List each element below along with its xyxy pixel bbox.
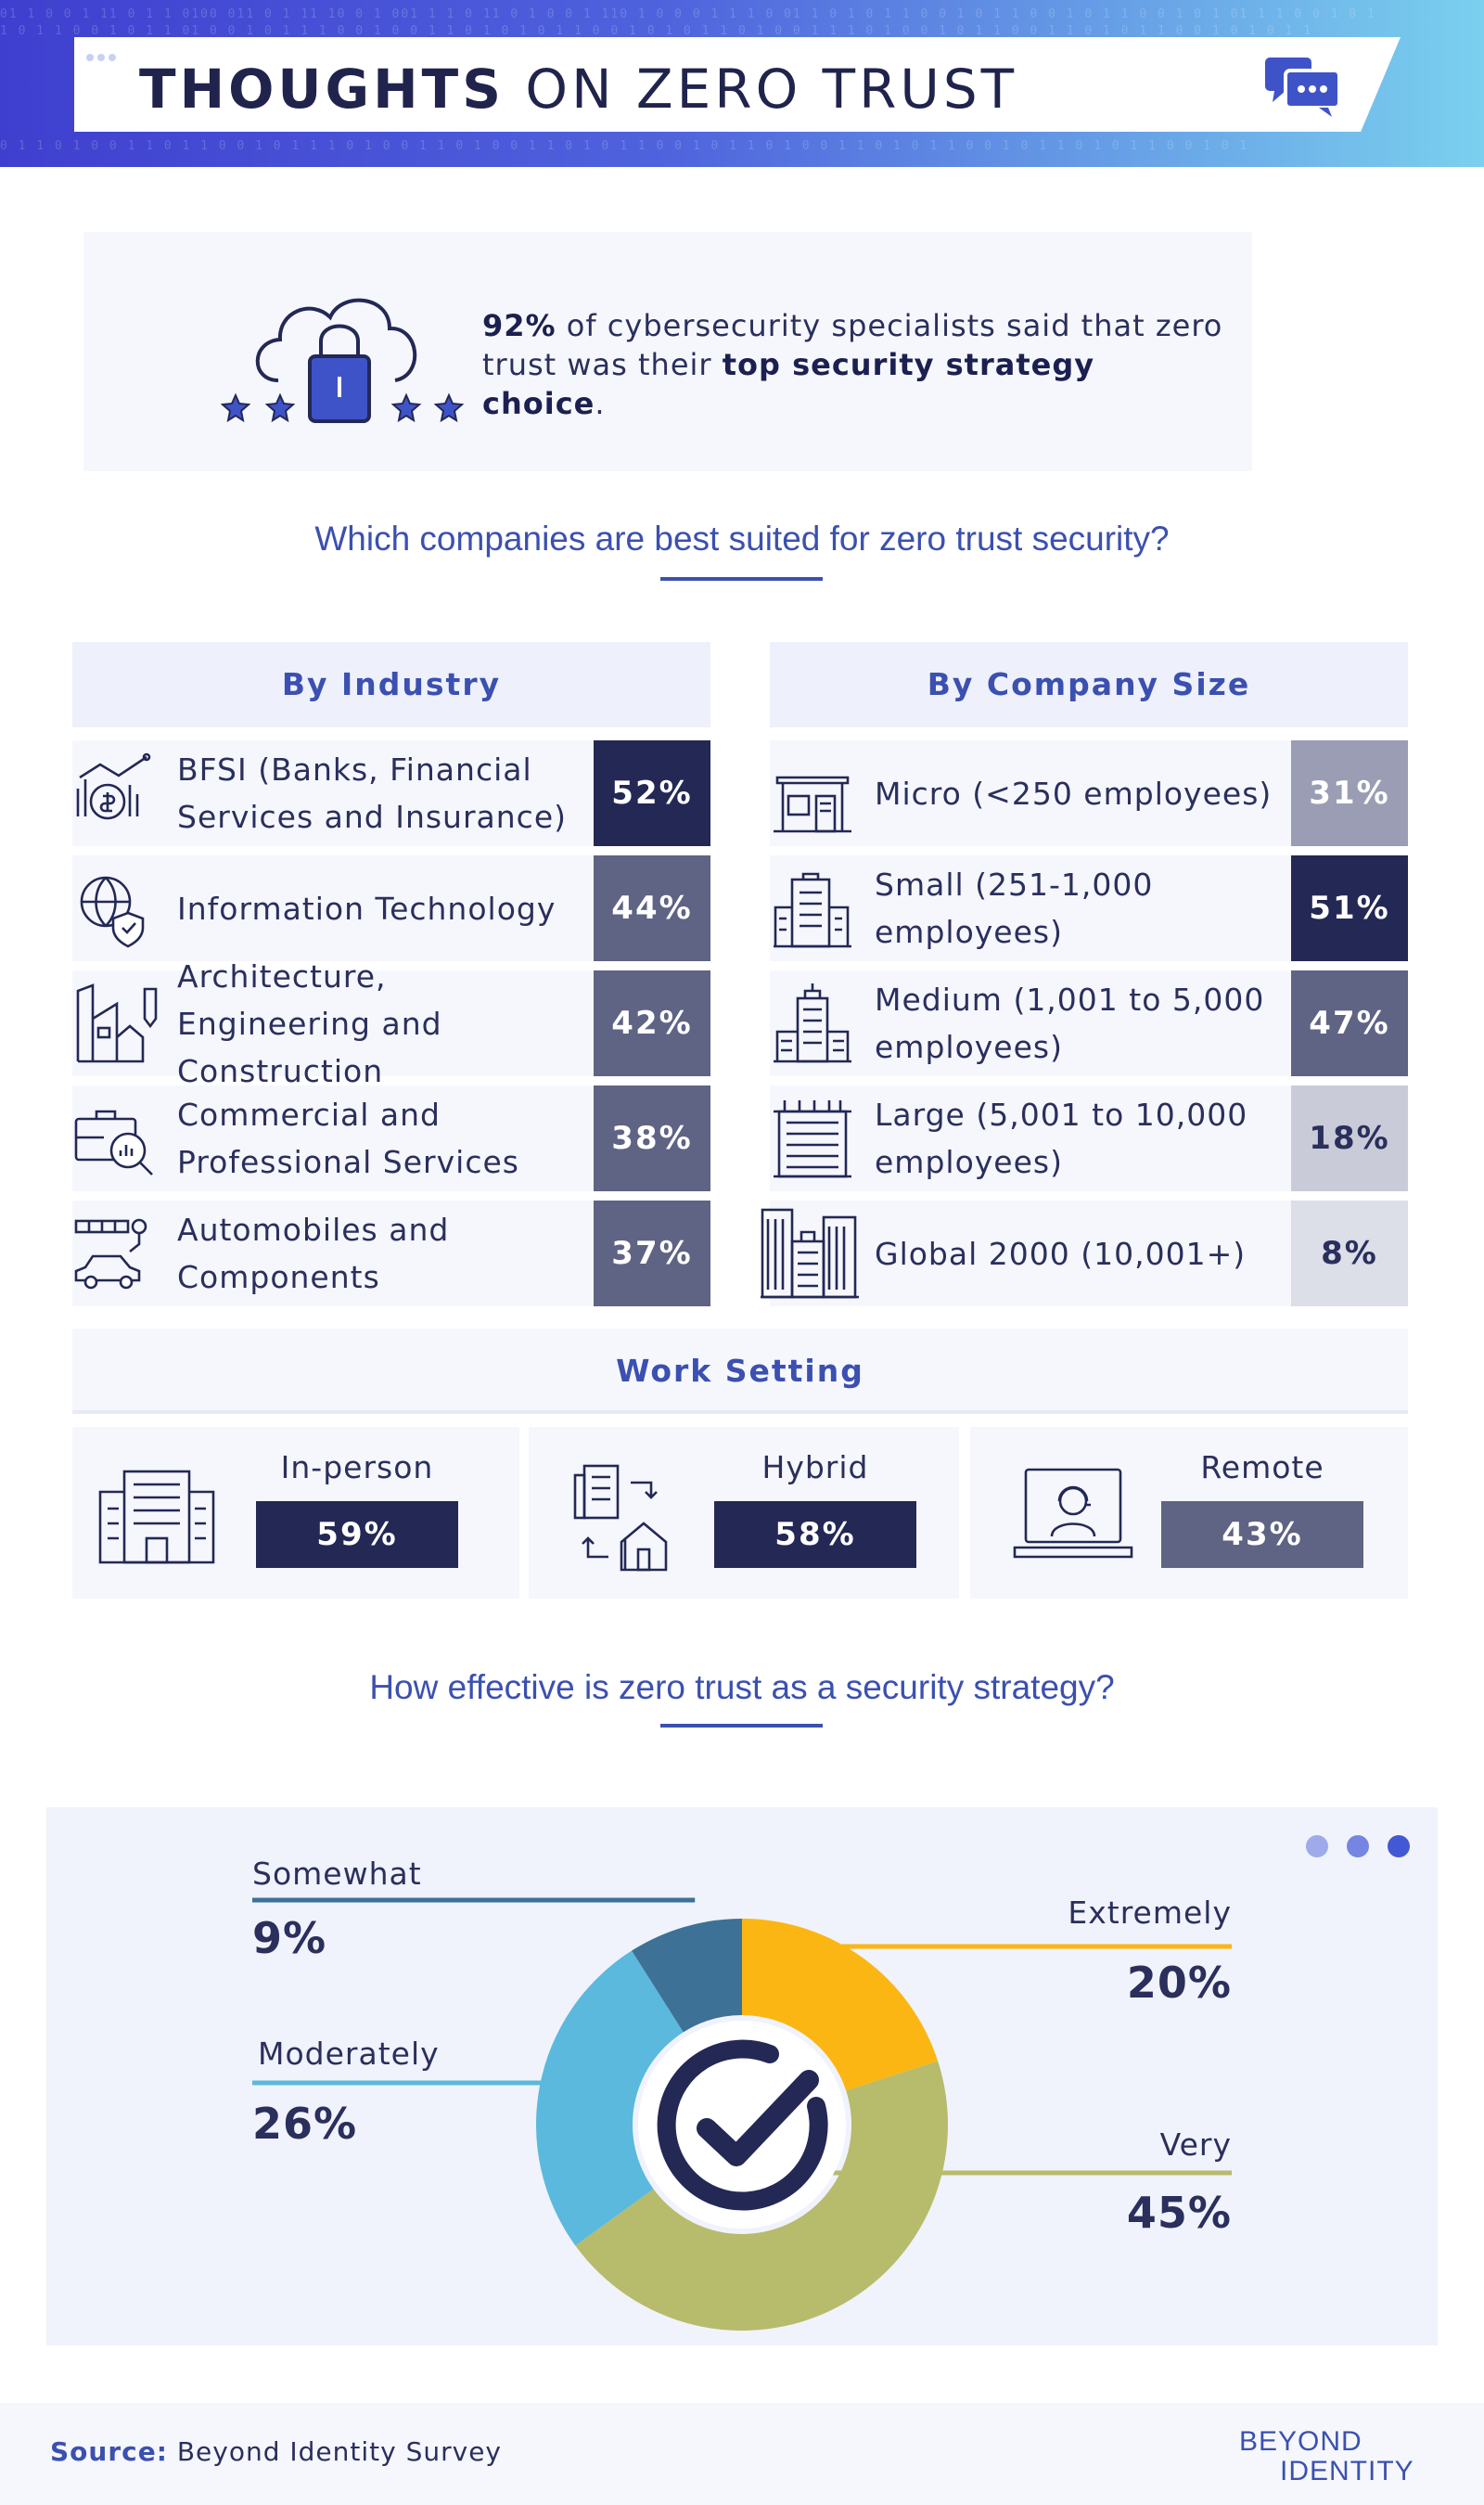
briefcase-analytics-icon: [72, 1097, 158, 1182]
size-label: Micro (<250 employees): [875, 775, 1273, 812]
question-underline: [660, 577, 823, 581]
source-text: Source: Beyond Identity Survey: [50, 2436, 502, 2467]
checkmark-icon: [657, 2039, 828, 2211]
pie-value-very: 45%: [1126, 2188, 1232, 2238]
pie-label-somewhat: Somewhat: [252, 1856, 422, 1892]
size-label: Medium (1,001 to 5,000 employees): [875, 982, 1265, 1065]
pie-value-moderately: 26%: [252, 2099, 358, 2149]
stat-text: 92% of cybersecurity specialists said th…: [482, 308, 1223, 421]
logo-line-2: IDENTITY: [1280, 2456, 1414, 2486]
industry-pct: 42%: [594, 970, 710, 1076]
footer: [0, 2403, 1484, 2505]
size-label: Small (251-1,000 employees): [875, 867, 1154, 950]
pie-slice-very: [575, 2061, 948, 2331]
industry-pct: 38%: [594, 1086, 710, 1191]
logo-line-1: BEYOND: [1239, 2426, 1362, 2457]
car-assembly-icon: [72, 1212, 158, 1297]
work-card-hybrid: Hybrid 58%: [529, 1427, 959, 1599]
pie-slice-moderately: [536, 1950, 684, 2246]
building-blueprint-icon: [72, 982, 158, 1067]
work-label: Hybrid: [761, 1449, 869, 1485]
office-building-icon: [96, 1464, 217, 1566]
size-label: Large (5,001 to 10,000 employees): [875, 1097, 1248, 1180]
industry-label: Information Technology: [177, 890, 556, 927]
finance-chart-icon: [72, 752, 158, 837]
title-dots: [85, 48, 116, 61]
page-title: THOUGHTS ON ZERO TRUST: [139, 58, 1018, 121]
effectiveness-pie: [252, 1897, 1232, 2331]
industry-pct: 37%: [594, 1201, 710, 1306]
industry-label: BFSI (Banks, Financial Services and Insu…: [177, 752, 567, 835]
title-box: [74, 37, 1401, 132]
industry-row: Architecture, Engineering and Constructi…: [72, 957, 710, 1089]
work-card-remote: Remote 43%: [970, 1427, 1408, 1599]
size-pct: 31%: [1291, 740, 1408, 846]
size-pct: 47%: [1291, 970, 1408, 1076]
work-label: In-person: [280, 1449, 434, 1485]
question-underline: [660, 1724, 823, 1728]
size-pct: 8%: [1291, 1201, 1408, 1306]
source-value: Beyond Identity Survey: [167, 2436, 503, 2467]
storefront-icon: [770, 752, 855, 837]
size-pct: 18%: [1291, 1086, 1408, 1191]
pie-value-somewhat: 9%: [252, 1913, 327, 1963]
large-building-icon: [770, 1097, 855, 1182]
industry-label: Architecture, Engineering and Constructi…: [177, 957, 442, 1089]
work-setting-header: Work Setting: [72, 1329, 1408, 1414]
cloud-lock-stars-icon: [213, 278, 465, 427]
industry-chart: BFSI (Banks, Financial Services and Insu…: [72, 740, 710, 1310]
pie-value-extremely: 20%: [1126, 1958, 1232, 2008]
industry-row: Automobiles and Components 37%: [72, 1201, 710, 1306]
small-office-icon: [770, 867, 855, 952]
pie-label-very: Very: [1159, 2126, 1232, 2163]
laptop-user-icon: [1013, 1462, 1133, 1564]
work-label: Remote: [1200, 1449, 1324, 1485]
pie-label-extremely: Extremely: [1068, 1895, 1232, 1931]
size-header: By Company Size: [770, 642, 1408, 727]
panel-dots: [1298, 1833, 1410, 1859]
industry-label: Automobiles and Components: [177, 1212, 450, 1295]
globe-shield-icon: [72, 867, 158, 952]
industry-row: Commercial and Professional Services 38%: [72, 1086, 710, 1191]
question-best-suited: Which companies are best suited for zero…: [314, 520, 1170, 558]
industry-pct: 44%: [594, 855, 710, 961]
industry-label: Commercial and Professional Services: [177, 1097, 519, 1180]
size-row: Micro (<250 employees) 31%: [770, 740, 1408, 846]
size-row: Small (251-1,000 employees) 51%: [770, 855, 1408, 961]
chat-bubbles-icon: [1261, 54, 1354, 121]
office-home-switch-icon: [566, 1460, 677, 1572]
work-card-inperson: In-person 59%: [72, 1427, 519, 1599]
stat-panel: [83, 232, 1252, 471]
skyline-icon: [759, 1204, 859, 1299]
size-row: Global 2000 (10,001+) 8%: [761, 1201, 1408, 1306]
question-effectiveness: How effective is zero trust as a securit…: [369, 1668, 1115, 1706]
industry-header: By Industry: [72, 642, 710, 727]
source-label: Source:: [50, 2436, 168, 2467]
beyond-identity-logo: BEYOND IDENTITY: [1239, 2427, 1414, 2486]
size-row: Medium (1,001 to 5,000 employees) 47%: [770, 970, 1408, 1076]
office-tower-icon: [770, 982, 855, 1067]
size-pct: 51%: [1291, 855, 1408, 961]
industry-row: Information Technology 44%: [72, 855, 710, 961]
size-row: Large (5,001 to 10,000 employees) 18%: [770, 1086, 1408, 1191]
work-pct: 58%: [714, 1501, 916, 1568]
industry-pct: 52%: [594, 740, 710, 846]
pie-slice-somewhat: [632, 1919, 742, 2033]
work-pct: 43%: [1161, 1501, 1363, 1568]
pie-slice-extremely: [742, 1919, 939, 2091]
industry-row: BFSI (Banks, Financial Services and Insu…: [72, 740, 710, 846]
size-label: Global 2000 (10,001+): [875, 1235, 1247, 1272]
size-chart: Micro (<250 employees) 31% Small (251-1,…: [761, 740, 1408, 1310]
pie-label-moderately: Moderately: [258, 2036, 440, 2072]
work-pct: 59%: [256, 1501, 458, 1568]
